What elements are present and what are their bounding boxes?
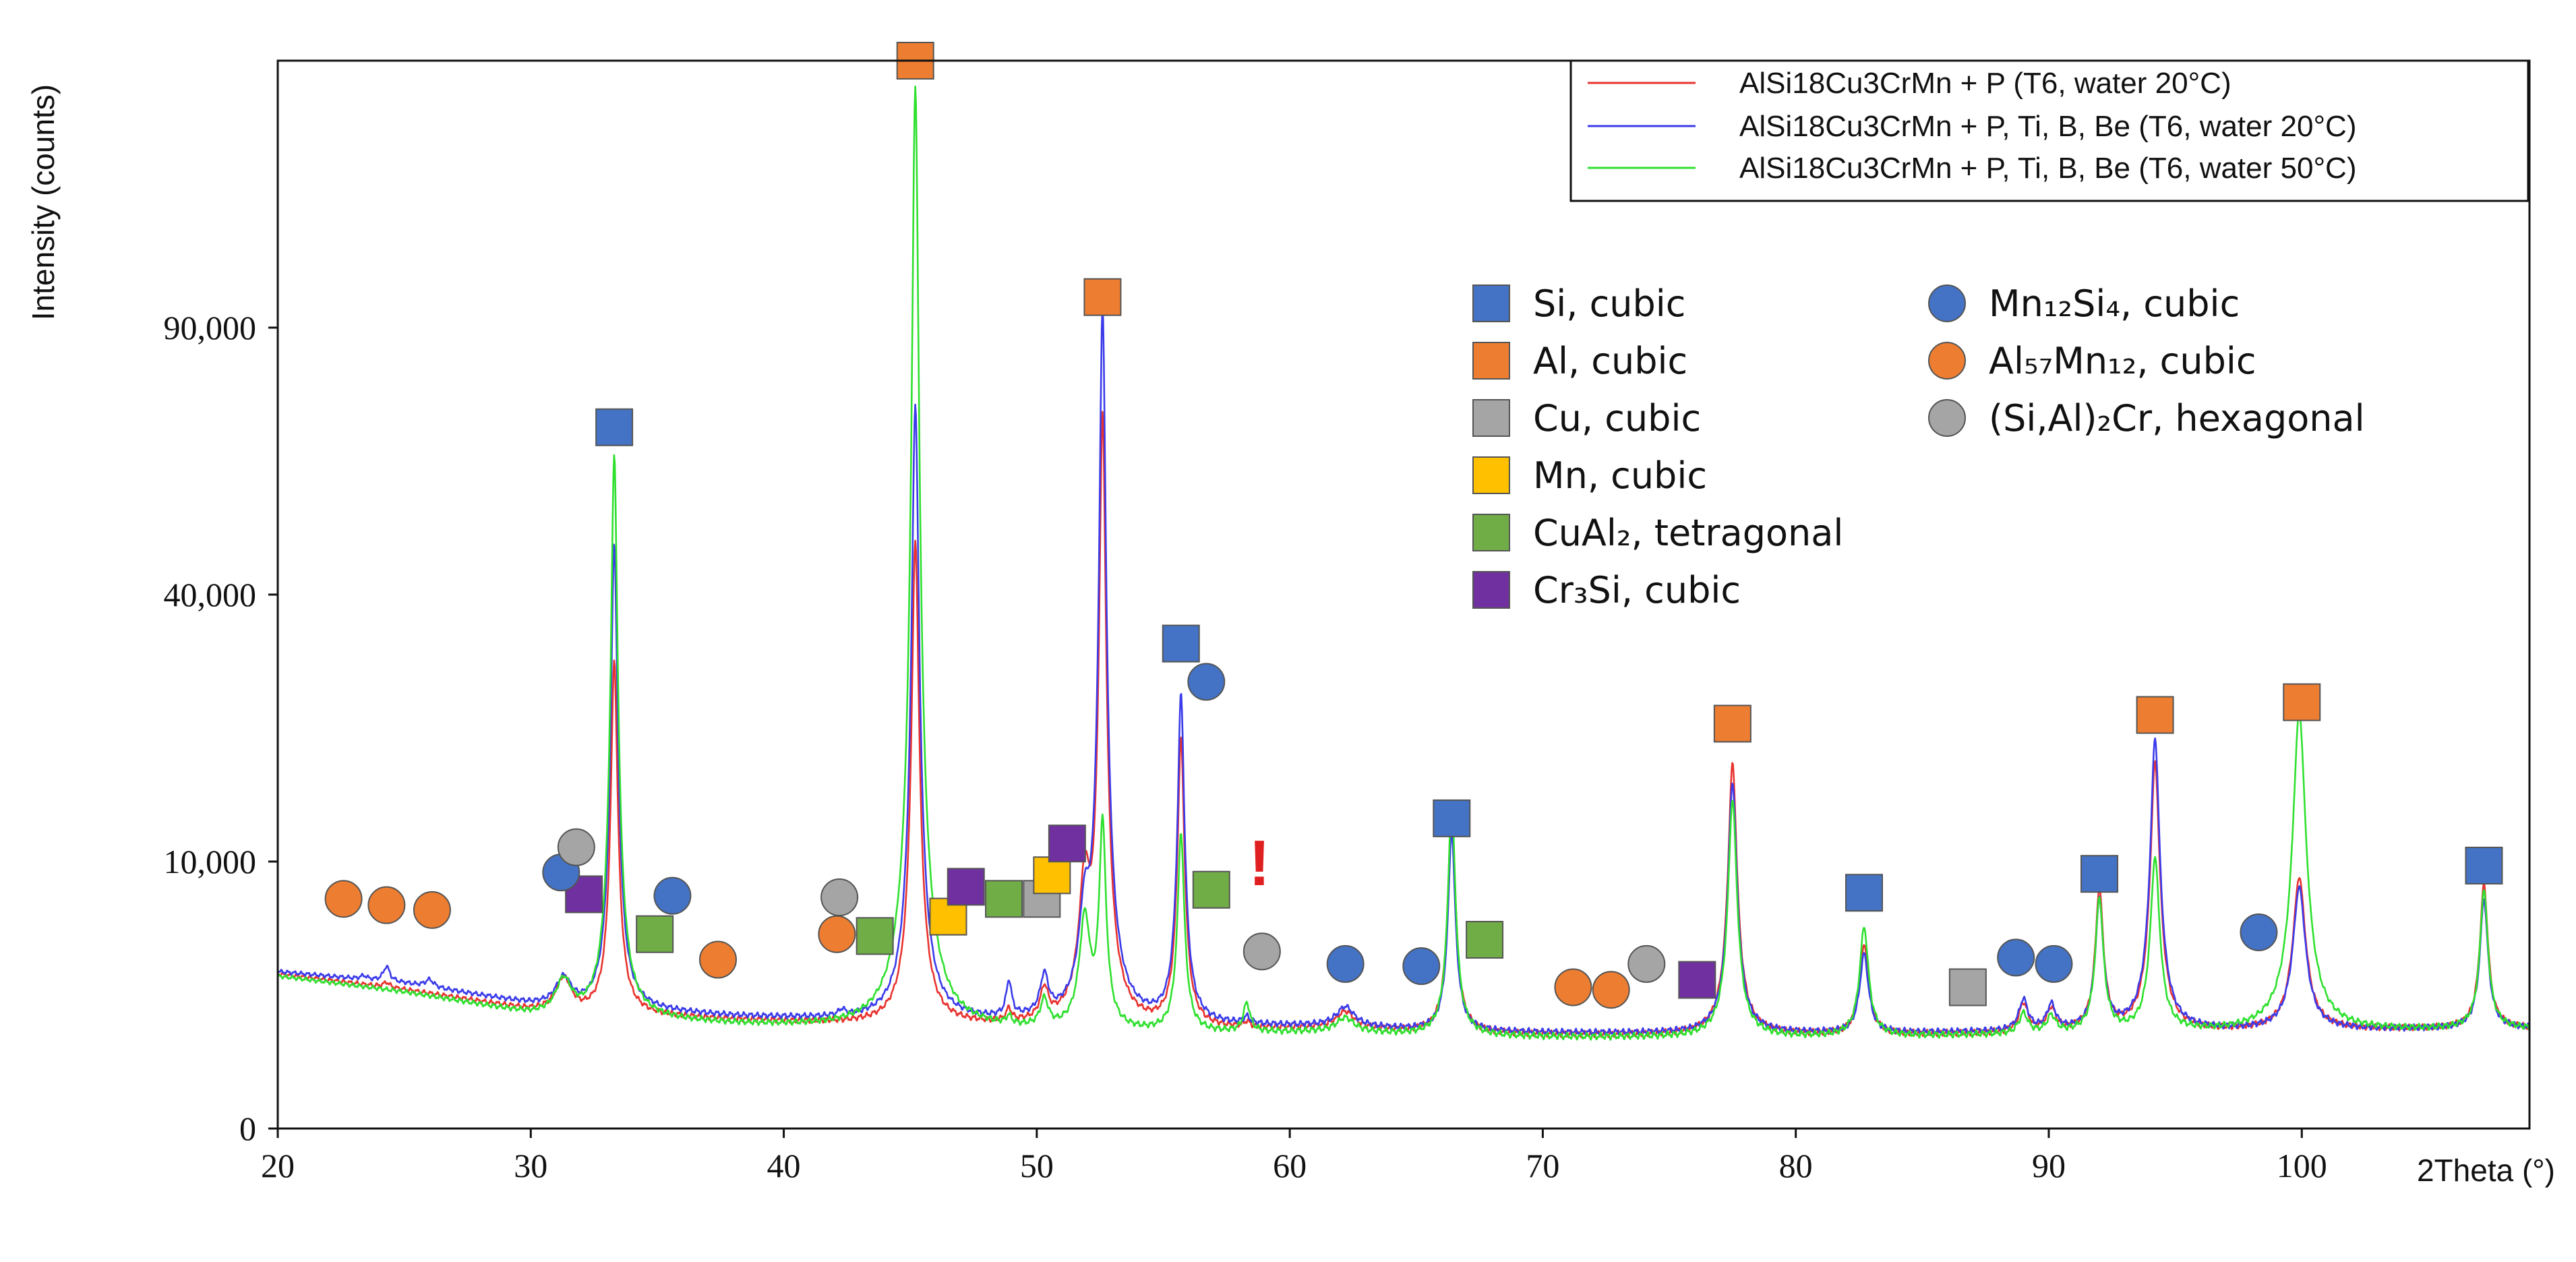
x-tick-label: 20 xyxy=(261,1147,295,1184)
phase-marker-square xyxy=(1466,920,1504,959)
phase-marker-circle xyxy=(1242,932,1281,971)
legend-label-1: AlSi18Cu3CrMn + P, Ti, B, Be (T6, water … xyxy=(1739,110,2356,143)
phase-legend-square xyxy=(1472,399,1510,437)
x-tick-label: 40 xyxy=(767,1147,801,1184)
phase-marker-circle xyxy=(818,915,856,953)
phase-legend-square xyxy=(1472,342,1510,380)
phase-marker-circle xyxy=(1554,968,1592,1006)
series-legend-box xyxy=(1569,59,2529,202)
phase-marker-square xyxy=(2465,846,2503,884)
y-tick-label: 0 xyxy=(239,1110,256,1147)
phase-legend-circle xyxy=(1928,284,1966,322)
plot-series-group xyxy=(276,85,2531,1041)
phase-marker-circle xyxy=(820,878,859,917)
phase-legend-square xyxy=(1472,284,1510,322)
phase-marker-square xyxy=(1033,856,1071,895)
phase-marker-circle xyxy=(698,940,737,979)
phase-marker-square xyxy=(1162,624,1200,663)
phase-legend-label: Cr₃Si, cubic xyxy=(1533,569,1741,611)
phase-marker-circle xyxy=(2240,913,2278,952)
phase-legend-label: Al₅₇Mn₁₂, cubic xyxy=(1989,340,2256,382)
phase-legend-label: Al, cubic xyxy=(1533,340,1687,382)
phase-marker-circle xyxy=(1326,944,1365,983)
phase-legend-square xyxy=(1472,514,1510,551)
phase-marker-square xyxy=(1192,870,1230,909)
y-tick-label: 40,000 xyxy=(164,576,257,613)
phase-marker-circle xyxy=(653,876,692,915)
phase-legend: Si, cubic Al, cubic Cu, cubic Mn, cubic CuAl… xyxy=(1472,282,2365,611)
y-tick-label: 90,000 xyxy=(164,309,257,347)
phase-markers-group xyxy=(324,42,2503,1009)
phase-legend-label: Mn, cubic xyxy=(1533,454,1707,497)
series-line-0 xyxy=(277,411,2530,1038)
phase-marker-square xyxy=(856,917,894,955)
phase-marker-square xyxy=(636,915,674,953)
phase-legend-square xyxy=(1472,571,1510,609)
axes-group: 20 30 40 50 60 70 80 90 100 0 10,000 40,000 90,000 xyxy=(164,309,2327,1184)
x-tick-label: 90 xyxy=(2032,1147,2066,1184)
y-axis-title: Intensity (counts) xyxy=(26,84,61,320)
phase-marker-square xyxy=(1678,961,1716,999)
phase-marker-square xyxy=(1083,278,1122,316)
phase-marker-square xyxy=(595,408,634,446)
x-tick-label: 80 xyxy=(1779,1147,1813,1184)
phase-marker-square xyxy=(2136,696,2174,734)
annotation-exclamation: ! xyxy=(1249,827,1270,899)
x-tick-label: 70 xyxy=(1526,1147,1559,1184)
legend-label-0: AlSi18Cu3CrMn + P (T6, water 20°C) xyxy=(1739,67,2231,100)
phase-marker-square xyxy=(1048,824,1086,863)
phase-marker-square xyxy=(1713,704,1751,743)
phase-legend-circle xyxy=(1928,399,1966,437)
phase-marker-circle xyxy=(1997,938,2035,977)
phase-marker-square xyxy=(947,868,985,906)
phase-marker-square xyxy=(2283,683,2321,721)
phase-legend-label: Cu, cubic xyxy=(1533,397,1701,440)
phase-legend-label: Si, cubic xyxy=(1533,282,1686,325)
phase-legend-label: Mn₁₂Si₄, cubic xyxy=(1989,282,2240,325)
phase-marker-square xyxy=(1845,874,1884,912)
phase-marker-circle xyxy=(324,880,363,918)
legend-label-2: AlSi18Cu3CrMn + P, Ti, B, Be (T6, water … xyxy=(1739,152,2356,185)
phase-marker-circle xyxy=(413,891,451,929)
phase-marker-square xyxy=(1433,799,1471,837)
x-tick-label: 30 xyxy=(514,1147,547,1184)
phase-legend-label: (Si,Al)₂Cr, hexagonal xyxy=(1989,397,2365,440)
phase-legend-circle xyxy=(1928,342,1966,380)
phase-marker-square xyxy=(985,880,1023,918)
series-line-1 xyxy=(276,305,2531,1037)
phase-marker-circle xyxy=(1187,663,1226,701)
x-tick-label: 50 xyxy=(1020,1147,1054,1184)
x-axis-title: 2Theta (°) xyxy=(2417,1153,2555,1188)
phase-marker-circle xyxy=(1402,947,1441,986)
phase-marker-square xyxy=(2080,855,2119,893)
phase-legend-square xyxy=(1472,456,1510,494)
phase-marker-circle xyxy=(557,828,595,866)
phase-legend-label: CuAl₂, tetragonal xyxy=(1533,512,1843,554)
phase-marker-circle xyxy=(1627,944,1666,983)
series-line-2 xyxy=(276,85,2530,1041)
phase-marker-circle xyxy=(1592,971,1630,1009)
x-tick-label: 60 xyxy=(1273,1147,1307,1184)
phase-marker-circle xyxy=(367,886,406,924)
phase-marker-square xyxy=(1948,968,1987,1006)
y-tick-label: 10,000 xyxy=(164,843,257,880)
annotations-group: ! xyxy=(1249,827,1270,899)
x-tick-label: 100 xyxy=(2277,1147,2327,1184)
phase-marker-circle xyxy=(2035,944,2073,983)
series-legend: AlSi18Cu3CrMn + P (T6, water 20°C) AlSi1… xyxy=(1569,59,2529,202)
